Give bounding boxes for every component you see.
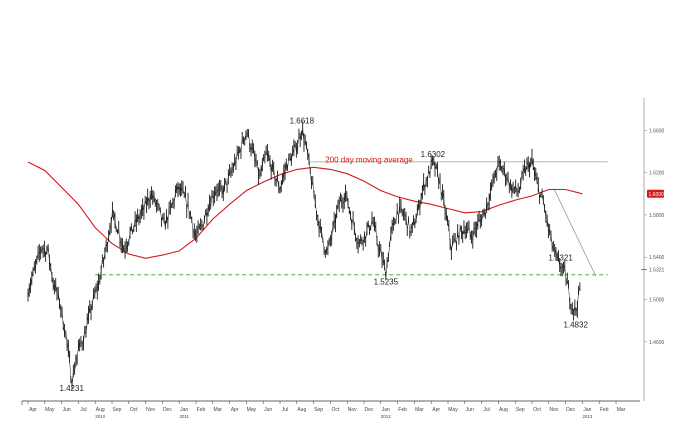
x-tick-label: Jun: [264, 407, 272, 413]
x-tick-label: Dec: [365, 407, 374, 413]
price-close-line: [27, 128, 581, 386]
x-tick-label: Jul: [483, 407, 489, 413]
x-tick-label: Jul: [80, 407, 86, 413]
x-tick-label: Aug: [499, 407, 508, 413]
y-tick-label: 1.5400: [649, 255, 665, 261]
x-tick-label: Mar: [617, 407, 626, 413]
x-tick-label: Mar: [415, 407, 424, 413]
x-tick-label: Jun: [63, 407, 71, 413]
y-tick-label: 1.4600: [649, 340, 665, 346]
ma-value-text: 1.6000: [649, 192, 665, 198]
ma-value-badge: [647, 189, 664, 198]
x-tick-label: Sep: [516, 407, 525, 413]
x-tick-label: Nov: [549, 407, 558, 413]
price-annotation: 1.6302: [421, 150, 446, 159]
price-annotation: 1.6618: [290, 116, 315, 125]
price-annotation: 1.5321: [548, 254, 573, 263]
x-tick-label: Sep: [113, 407, 122, 413]
x-tick-label: Apr: [29, 407, 37, 413]
x-year-label: 2013: [582, 414, 593, 419]
annotations-layer: 1.4231 1.6618 1.6302 1.5235 1.5321 1.4832 200 …: [59, 116, 588, 392]
price-annotation: 1.4231: [59, 384, 84, 393]
x-tick-label: Nov: [146, 407, 155, 413]
x-tick-label: Feb: [600, 407, 609, 413]
x-tick-label: May: [247, 407, 257, 413]
moving-average-line: [27, 161, 583, 259]
x-tick-label: May: [448, 407, 458, 413]
moving-average-layer: [27, 161, 583, 259]
x-tick-label: May: [45, 407, 55, 413]
x-year-label: 2012: [381, 414, 392, 419]
x-year-label: 2010: [95, 414, 106, 419]
x-tick-label: Dec: [163, 407, 172, 413]
y-tick-label: 1.6600: [649, 128, 665, 134]
x-tick-label: Aug: [297, 407, 306, 413]
x-tick-label: Feb: [197, 407, 206, 413]
x-tick-label: Apr: [432, 407, 440, 413]
x-tick-label: Sep: [314, 407, 323, 413]
x-year-label: 2011: [179, 414, 189, 419]
trendline: [553, 188, 597, 277]
x-tick-label: Oct: [130, 407, 138, 413]
price-annotation: 1.5235: [374, 278, 399, 287]
current-price-label: 1.5321: [649, 268, 665, 274]
x-tick-label: Mar: [213, 407, 222, 413]
x-tick-label: Aug: [96, 407, 105, 413]
x-tick-label: Jun: [466, 407, 474, 413]
price-bars-layer: [27, 121, 581, 390]
reference-lines: [95, 161, 608, 277]
x-tick-label: Jan: [583, 407, 591, 413]
x-tick-label: Jul: [282, 407, 288, 413]
x-tick-label: Nov: [348, 407, 357, 413]
price-annotation: 1.4832: [563, 320, 588, 329]
moving-average-label: 200 day moving average: [325, 155, 413, 164]
x-tick-label: Oct: [332, 407, 340, 413]
x-tick-label: Oct: [533, 407, 541, 413]
axes-layer: Apr May Jun Jul Aug Sep Oct Nov Dec Jan Feb Mar Apr M…: [21, 98, 665, 419]
x-tick-label: Jan: [382, 407, 390, 413]
y-tick-label: 1.5000: [649, 298, 665, 304]
x-tick-label: Dec: [566, 407, 575, 413]
y-tick-label: 1.6200: [649, 171, 665, 177]
y-tick-label: 1.5800: [649, 213, 665, 219]
x-tick-label: Apr: [231, 407, 239, 413]
x-tick-label: Feb: [398, 407, 407, 413]
x-tick-label: Jan: [180, 407, 188, 413]
